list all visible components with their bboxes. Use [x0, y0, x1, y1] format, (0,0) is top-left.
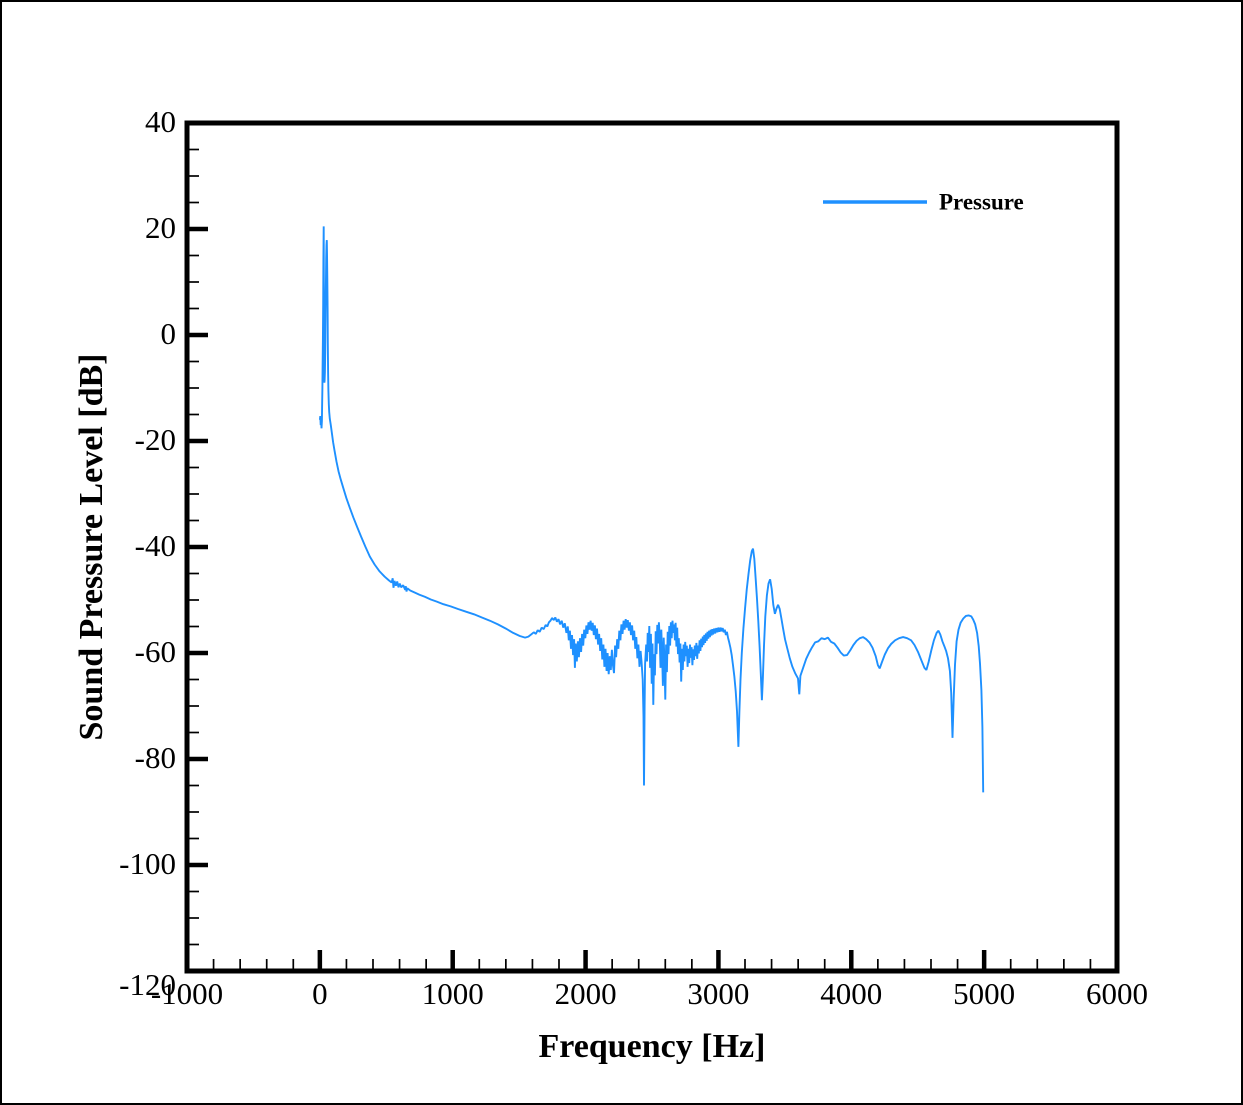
y-tick-label: 40: [145, 104, 176, 139]
x-tick-label: 3000: [687, 976, 750, 1011]
x-axis-title: Frequency [Hz]: [538, 1028, 766, 1065]
y-tick-label: -120: [119, 967, 176, 1002]
x-tick-label: 0: [312, 976, 328, 1011]
y-tick-label: -40: [134, 528, 176, 563]
x-tick-label: 4000: [820, 976, 883, 1011]
y-tick-label: 20: [145, 210, 176, 245]
y-tick-label: -20: [134, 422, 176, 457]
x-tick-label: 6000: [1086, 976, 1148, 1011]
plot-border: [184, 120, 1120, 974]
y-tick-label: -80: [134, 740, 176, 775]
x-tick-label: -1000: [150, 976, 224, 1011]
x-tick-label: 2000: [554, 976, 617, 1011]
y-tick-label: -100: [119, 846, 176, 881]
y-tick-label: -60: [134, 634, 176, 669]
x-tick-label: 1000: [421, 976, 484, 1011]
pressure-curve: [318, 226, 985, 793]
legend-label: Pressure: [939, 189, 1024, 215]
x-tick-label: 5000: [953, 976, 1016, 1011]
y-tick-label: 0: [160, 316, 177, 351]
